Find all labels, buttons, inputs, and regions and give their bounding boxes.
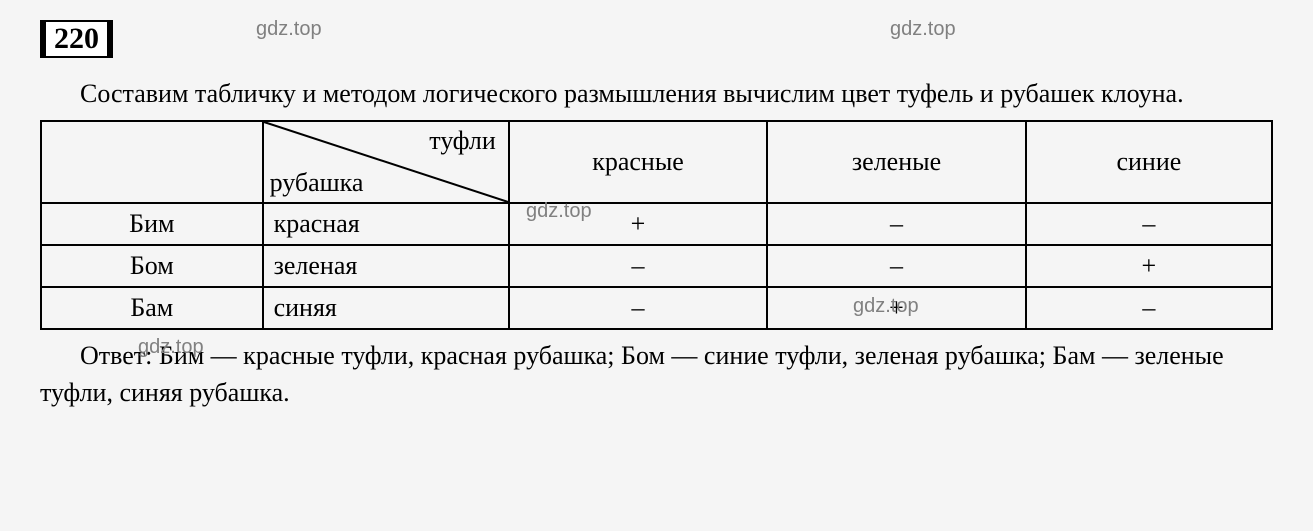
watermark: gdz.top <box>256 18 322 41</box>
cell-red: – <box>509 245 768 287</box>
header-red: красные <box>509 121 768 203</box>
table-header-row: туфли рубашка красные зеленые синие <box>41 121 1272 203</box>
table-row: Бом зеленая – – + <box>41 245 1272 287</box>
cell-green: – <box>767 245 1026 287</box>
cell-green: – <box>767 203 1026 245</box>
logic-table: туфли рубашка красные зеленые синие Бим … <box>40 120 1273 330</box>
header-blue: синие <box>1026 121 1272 203</box>
cell-green: + <box>767 287 1026 329</box>
cell-name: Бим <box>41 203 263 245</box>
cell-name: Бом <box>41 245 263 287</box>
cell-red: – <box>509 287 768 329</box>
header-green: зеленые <box>767 121 1026 203</box>
header-empty <box>41 121 263 203</box>
problem-number: 220 <box>46 22 107 56</box>
cell-blue: + <box>1026 245 1272 287</box>
diagonal-top-label: туфли <box>429 126 495 156</box>
cell-blue: – <box>1026 287 1272 329</box>
cell-shirt: красная <box>263 203 509 245</box>
watermark: gdz.top <box>890 18 956 41</box>
answer-text: Ответ: Бим — красные туфли, красная руба… <box>40 338 1273 411</box>
cell-red: + <box>509 203 768 245</box>
table-row: Бим красная + – – <box>41 203 1272 245</box>
cell-shirt: зеленая <box>263 245 509 287</box>
cell-blue: – <box>1026 203 1272 245</box>
table-row: Бам синяя – + – <box>41 287 1272 329</box>
problem-number-box: 220 <box>40 20 113 58</box>
diagonal-bottom-label: рубашка <box>270 168 364 198</box>
header-diagonal: туфли рубашка <box>263 121 509 203</box>
cell-shirt: синяя <box>263 287 509 329</box>
intro-text: Составим табличку и методом логического … <box>40 76 1273 112</box>
cell-name: Бам <box>41 287 263 329</box>
